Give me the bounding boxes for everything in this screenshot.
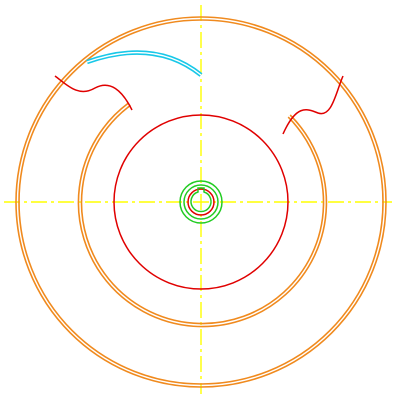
inner-ring-outer-arc [77,102,328,328]
hub-outer-ring [179,180,223,224]
outer-ring-outer-edge [15,16,387,388]
key-arc [86,50,203,77]
shaft-keyway-icon [190,187,212,213]
cutaway-break-lines [54,75,344,135]
left-break-line [54,75,133,111]
shaft-circle [187,188,215,216]
key-arc-inner [86,51,202,76]
bore-circle [113,114,289,290]
hub [179,180,223,224]
inner-ring [77,102,328,328]
inner-ring-inner-arc [80,104,325,325]
outer-ring-inner-edge [18,19,384,385]
right-break-line [282,75,344,135]
centerlines [4,5,392,394]
hub-inner-ring [183,184,219,220]
outer-ring [15,16,387,388]
